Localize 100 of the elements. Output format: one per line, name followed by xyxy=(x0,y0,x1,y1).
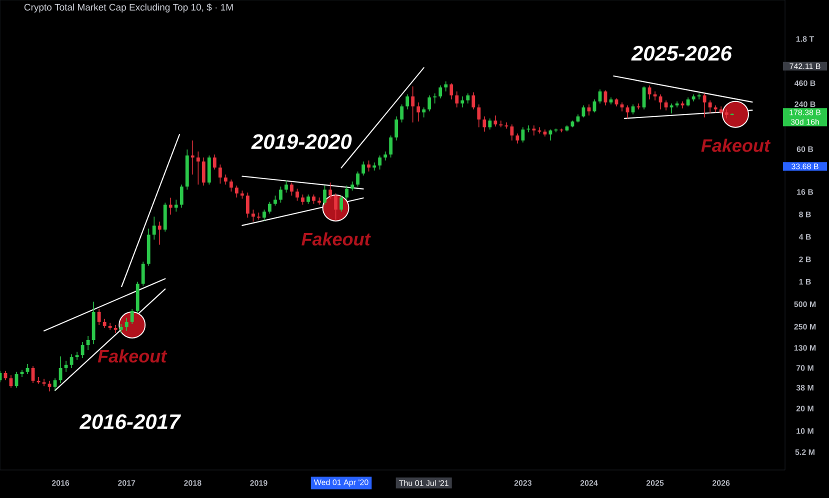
candlestick xyxy=(9,374,13,388)
y-tick-label: 5.2 M xyxy=(795,449,814,456)
candlestick xyxy=(108,322,112,330)
candlestick xyxy=(708,100,712,114)
candlestick xyxy=(389,135,393,158)
y-tick-label: 2 B xyxy=(799,256,811,262)
x-tick-label: 2019 xyxy=(250,480,268,486)
candlestick xyxy=(284,180,288,194)
candlestick xyxy=(36,376,40,384)
candlestick xyxy=(433,92,437,104)
data-label: Fakeout xyxy=(302,232,371,246)
candlestick xyxy=(494,115,498,127)
candlestick xyxy=(367,160,370,172)
candlestick xyxy=(301,194,304,206)
candlestick xyxy=(521,126,525,143)
candlestick xyxy=(86,336,90,350)
candlestick xyxy=(180,184,184,208)
candlestick xyxy=(296,188,299,202)
candlestick xyxy=(428,94,432,112)
candlestick xyxy=(53,378,57,391)
candlestick xyxy=(190,140,194,175)
x-tick-label: 2025 xyxy=(646,480,664,486)
candlestick xyxy=(163,202,167,232)
candlestick xyxy=(279,186,282,204)
candlestick xyxy=(504,122,508,130)
candlestick xyxy=(406,94,410,110)
candlestick xyxy=(680,101,684,109)
candlestick xyxy=(510,124,514,141)
x-tick-label: 2017 xyxy=(118,480,136,486)
candlestick xyxy=(604,90,608,106)
candlestick xyxy=(64,360,68,372)
candlestick xyxy=(516,133,520,144)
candlestick xyxy=(664,100,668,111)
candlestick xyxy=(400,104,404,123)
candlestick xyxy=(472,92,476,110)
y-tick-label: 1.8 T xyxy=(796,36,814,42)
candlestick xyxy=(168,197,172,216)
candlestick xyxy=(234,185,238,198)
candlestick xyxy=(724,108,728,119)
y-tick-label: 38 M xyxy=(796,384,814,391)
text: 742.11 B xyxy=(790,63,820,69)
candlestick xyxy=(229,179,233,192)
candlestick xyxy=(262,209,266,222)
candlestick xyxy=(438,84,442,99)
candlestick xyxy=(48,380,52,392)
candlestick xyxy=(362,161,365,176)
text: 178.38 B xyxy=(790,110,821,116)
candlestick xyxy=(477,104,481,128)
candlestick xyxy=(218,164,222,184)
candlestick xyxy=(58,356,62,384)
candlestick xyxy=(26,364,30,374)
candlestick xyxy=(416,102,420,122)
candlestick xyxy=(328,182,332,200)
candlestick xyxy=(702,92,706,118)
candlestick xyxy=(306,194,310,204)
data-label: Fakeout xyxy=(701,138,771,152)
text: Thu 01 Jul '21 xyxy=(399,480,448,486)
x-tick-label: 2016 xyxy=(52,480,70,486)
candlestick xyxy=(246,192,250,218)
candlestick xyxy=(455,91,459,108)
candlestick xyxy=(411,86,415,123)
candlestick xyxy=(334,193,338,220)
y-tick-label: 4 B xyxy=(798,234,811,240)
candlestick xyxy=(592,98,596,113)
candlestick xyxy=(114,324,118,334)
candlestick xyxy=(356,171,360,187)
text: 33.68 B xyxy=(792,164,818,170)
candlestick xyxy=(158,221,162,246)
candlestick xyxy=(290,182,294,196)
candlestick xyxy=(394,116,398,141)
candlestick xyxy=(422,106,426,118)
y-tick-label: 8 B xyxy=(799,212,811,218)
candlestick xyxy=(642,86,646,110)
candlestick xyxy=(482,116,486,132)
candlestick xyxy=(340,195,343,212)
candlestick xyxy=(466,92,470,104)
candlestick xyxy=(146,228,150,266)
candlestick xyxy=(548,129,552,141)
y-tick-label: 70 M xyxy=(796,365,814,371)
text: 30d 16h xyxy=(790,118,819,125)
candlestick xyxy=(554,128,558,133)
candlestick xyxy=(31,366,35,384)
candlestick xyxy=(152,216,156,240)
candlestick xyxy=(350,181,354,192)
candlestick xyxy=(97,308,101,326)
candlestick xyxy=(70,354,74,368)
text: Wed 01 Apr '20 xyxy=(314,479,368,487)
x-tick-label: 2023 xyxy=(514,480,532,486)
candlestick xyxy=(499,120,503,128)
candlestick xyxy=(185,149,189,190)
annotation: 2025-2026 xyxy=(631,46,732,61)
candlestick xyxy=(80,342,84,358)
candlestick xyxy=(345,185,348,200)
candlestick xyxy=(526,124,530,133)
candlestick xyxy=(136,281,140,314)
y-tick-label: 460 B xyxy=(794,80,816,86)
candlestick xyxy=(378,155,382,170)
candlestick xyxy=(252,209,255,222)
candlestick xyxy=(460,96,464,108)
candlestick xyxy=(598,88,602,104)
